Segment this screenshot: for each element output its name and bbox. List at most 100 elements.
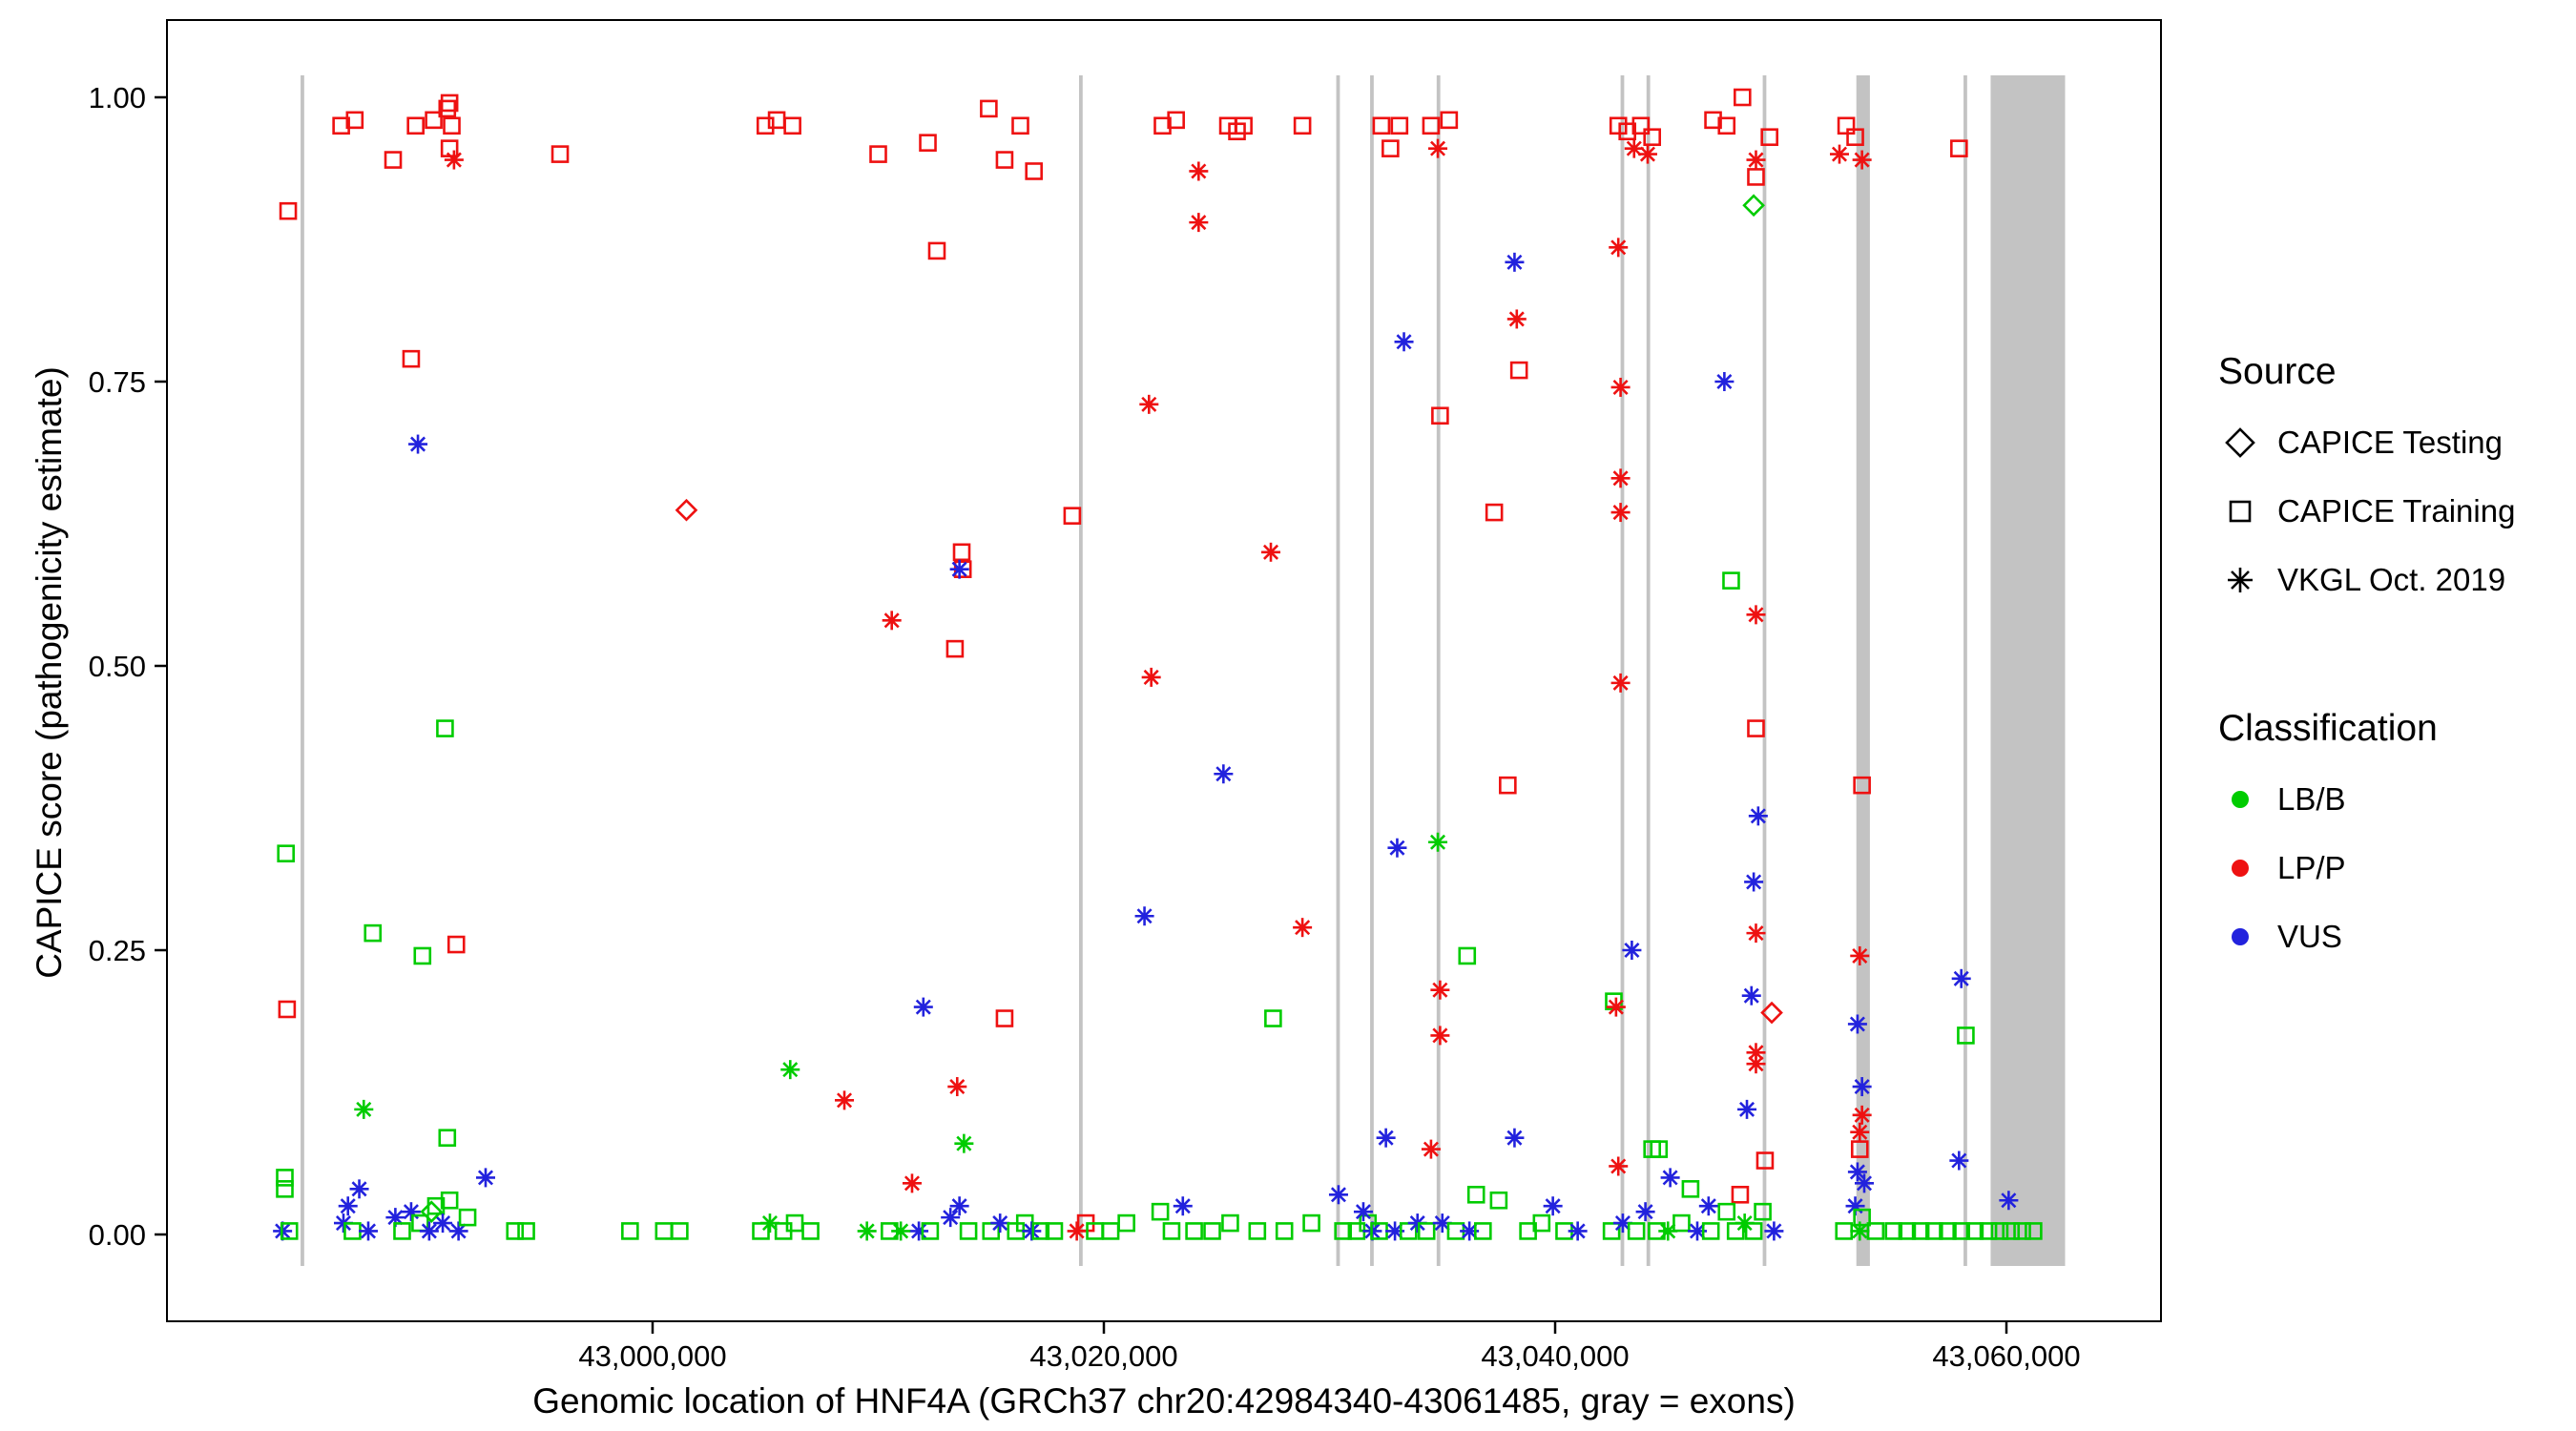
data-point — [1835, 1222, 1854, 1240]
data-point — [1965, 1222, 1984, 1240]
data-point — [1264, 1009, 1282, 1027]
data-point — [1747, 168, 1765, 186]
data-point — [1952, 1222, 1970, 1240]
data-point — [1853, 1208, 1871, 1227]
data-point — [952, 543, 971, 562]
data-point — [354, 1099, 374, 1119]
legend-item-lpp: LP/P — [2218, 843, 2571, 893]
legend-item-vkgl: VKGL Oct. 2019 — [2218, 555, 2571, 605]
data-point — [1990, 1222, 2009, 1240]
y-tick-label: 0.25 — [89, 934, 146, 967]
data-point — [1609, 238, 1629, 258]
data-point — [1850, 1140, 1869, 1158]
data-point — [1430, 980, 1450, 1000]
data-point — [1610, 673, 1631, 693]
data-point — [1428, 138, 1448, 158]
y-tick-label: 0.50 — [89, 650, 146, 683]
data-point — [1660, 1168, 1680, 1188]
exon-region — [1436, 75, 1441, 1266]
y-axis-label: CAPICE score (pathogenicity estimate) — [30, 366, 69, 979]
data-point — [444, 150, 464, 170]
data-point — [1173, 1196, 1193, 1216]
legend-classification-title: Classification — [2218, 708, 2438, 749]
asterisk-icon — [2228, 568, 2253, 592]
data-point — [783, 116, 801, 135]
data-point — [1939, 1222, 1957, 1240]
data-point — [913, 997, 933, 1017]
data-point — [277, 844, 295, 862]
data-point — [420, 1200, 444, 1223]
data-point — [447, 935, 466, 954]
data-point — [1850, 945, 1870, 965]
data-point — [756, 116, 775, 135]
blue-dot-icon — [2232, 928, 2249, 945]
data-point — [1748, 806, 1768, 826]
exon-region — [1762, 75, 1767, 1266]
data-point — [1847, 1014, 1867, 1034]
data-point — [276, 1180, 294, 1198]
red-dot-icon — [2232, 860, 2249, 877]
data-point — [801, 1222, 820, 1240]
data-point — [1505, 1128, 1525, 1148]
data-point — [891, 1221, 911, 1241]
diamond-icon — [2225, 427, 2255, 458]
data-point — [1622, 941, 1642, 960]
data-point — [621, 1222, 639, 1240]
data-point — [1612, 1213, 1632, 1234]
data-point — [406, 116, 425, 135]
data-point — [1509, 361, 1528, 380]
data-point — [1850, 1122, 1870, 1142]
legend-item-label: LP/P — [2277, 850, 2346, 885]
data-point — [1430, 1026, 1450, 1046]
data-point — [1609, 116, 1628, 135]
data-point — [1737, 1099, 1757, 1119]
data-point — [2025, 1222, 2043, 1240]
data-point — [1681, 1180, 1700, 1198]
data-point — [1609, 1156, 1629, 1176]
data-point — [1957, 1027, 1975, 1045]
data-point — [919, 134, 937, 152]
data-point — [1717, 1202, 1736, 1221]
data-point — [947, 1077, 967, 1097]
data-point — [364, 923, 383, 943]
data-point — [759, 1213, 779, 1234]
data-point — [1951, 968, 1971, 988]
data-point — [1852, 1077, 1872, 1097]
exon-region — [1990, 75, 2066, 1266]
data-point — [1650, 1140, 1669, 1158]
data-point — [1602, 1222, 1621, 1240]
data-point — [1489, 1191, 1508, 1210]
data-point — [1637, 144, 1657, 164]
data-point — [1746, 1054, 1766, 1074]
legend-item-capice-testing: CAPICE Testing — [2218, 418, 2571, 467]
data-point — [1221, 1213, 1239, 1233]
data-point — [1141, 667, 1161, 687]
data-point — [1417, 1222, 1436, 1240]
data-point — [1011, 116, 1029, 135]
data-point — [1714, 372, 1735, 391]
data-point — [1764, 1221, 1784, 1241]
data-point — [1979, 1222, 1998, 1240]
data-point — [1855, 1173, 1875, 1193]
data-point — [1532, 1213, 1551, 1233]
data-point — [1139, 394, 1159, 414]
data-point — [384, 151, 403, 169]
data-point — [1485, 503, 1504, 522]
data-point — [1506, 309, 1527, 329]
data-point — [1866, 1222, 1885, 1240]
data-point — [857, 1221, 877, 1241]
data-point — [675, 498, 698, 522]
data-point — [1458, 946, 1477, 965]
data-point — [1606, 997, 1626, 1017]
data-point — [1134, 906, 1154, 926]
data-point — [954, 1133, 974, 1153]
data-point — [1853, 776, 1871, 795]
data-point — [440, 93, 459, 113]
exon-region — [301, 75, 304, 1266]
legend-item-capice-training: CAPICE Training — [2218, 487, 2571, 536]
exon-region — [1963, 75, 1967, 1266]
data-point — [1293, 116, 1312, 135]
data-point — [1185, 1222, 1203, 1240]
data-point — [1203, 1222, 1221, 1240]
